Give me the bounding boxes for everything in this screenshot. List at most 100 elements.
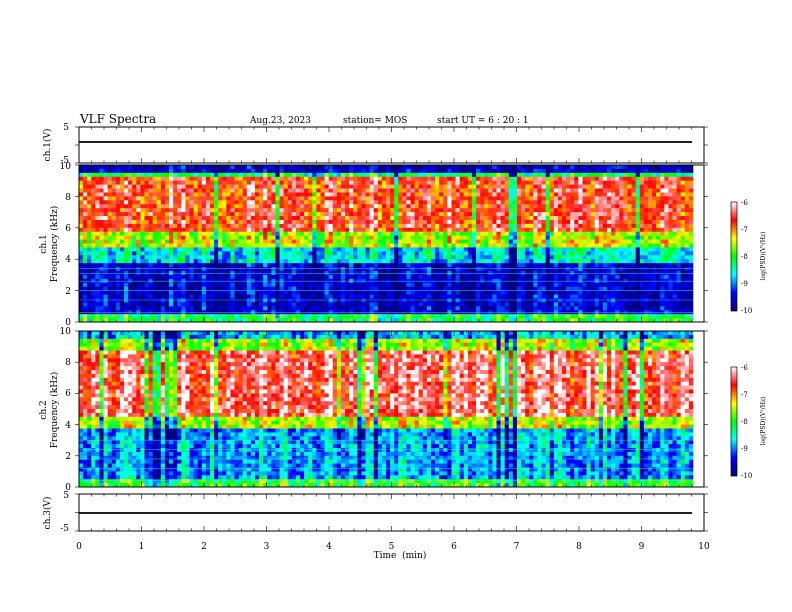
spectrogram-cell xyxy=(189,255,194,260)
spectrogram-cell xyxy=(148,219,153,225)
spectrogram-cell xyxy=(521,192,526,197)
spectrogram-cell xyxy=(414,235,420,240)
spectrogram-cell xyxy=(255,255,260,260)
spectrogram-cell xyxy=(336,168,342,174)
spectrogram-cell xyxy=(439,223,444,229)
spectrogram-cell xyxy=(566,282,571,287)
spectrogram-cell xyxy=(410,180,415,185)
spectrogram-cell xyxy=(152,255,158,260)
spectrogram-cell xyxy=(512,216,518,221)
spectrogram-cell xyxy=(119,298,125,303)
spectrogram-cell xyxy=(136,290,141,295)
spectrogram-cell xyxy=(422,314,428,319)
spectrogram-cell xyxy=(529,259,534,264)
spectrogram-cell xyxy=(304,263,309,268)
spectrogram-cell xyxy=(197,306,203,311)
spectrogram-cell xyxy=(169,267,174,272)
spectrogram-cell xyxy=(287,290,293,295)
spectrogram-cell xyxy=(124,219,129,225)
spectrogram-cell xyxy=(132,168,137,174)
spectrogram-cell xyxy=(185,274,190,280)
spectrogram-cell xyxy=(545,314,551,319)
spectrogram-cell xyxy=(222,196,227,201)
spectrogram-cell xyxy=(521,196,526,201)
spectrogram-cell xyxy=(218,294,223,299)
spectrogram-cell xyxy=(345,243,350,248)
spectrogram-cell xyxy=(390,231,395,236)
spectrogram-cell xyxy=(132,286,137,291)
spectrogram-cell xyxy=(492,306,497,311)
spectrogram-cell xyxy=(300,243,305,248)
spectrogram-cell xyxy=(508,227,514,233)
spectrogram-cell xyxy=(242,290,248,295)
spectrogram-cell xyxy=(103,219,108,225)
spectrogram-cell xyxy=(115,208,121,213)
spectrogram-cell xyxy=(128,172,133,178)
spectrogram-cell xyxy=(349,208,354,213)
spectrogram-cell xyxy=(300,212,305,217)
spectrogram-cell xyxy=(95,298,100,303)
spectrogram-cell xyxy=(570,251,575,256)
spectrogram-cell xyxy=(152,302,158,307)
ch1-spectrogram-panel: 0 2 4 6 8 10 ch.1Frequency (kHz) xyxy=(39,162,708,328)
spectrogram-cell xyxy=(148,196,153,201)
spectrogram-cell xyxy=(238,188,244,193)
spectrogram-cell xyxy=(79,286,84,291)
spectrogram-cell xyxy=(336,302,342,307)
spectrogram-cell xyxy=(557,282,563,287)
spectrogram-cell xyxy=(308,302,313,307)
spectrogram-cell xyxy=(271,259,276,264)
spectrogram-cell xyxy=(431,235,436,240)
spectrogram-cell xyxy=(214,200,219,205)
spectrogram-cell xyxy=(140,290,145,295)
spectrogram-cell xyxy=(443,294,448,299)
spectrogram-cell xyxy=(439,294,444,299)
spectrogram-cell xyxy=(406,212,411,217)
spectrogram-cell xyxy=(459,165,465,170)
spectrogram-cell xyxy=(525,212,530,217)
spectrogram-cell xyxy=(250,251,256,256)
spectrogram-cell xyxy=(140,243,145,248)
spectrogram-cell xyxy=(201,219,207,225)
spectrogram-cell xyxy=(160,231,166,236)
spectrogram-cell xyxy=(545,302,551,307)
spectrogram-cell xyxy=(426,168,432,174)
spectrogram-cell xyxy=(459,255,465,260)
spectrogram-cell xyxy=(209,298,215,303)
spectrogram-cell xyxy=(230,208,235,213)
spectrogram-cell xyxy=(283,318,289,323)
spectrogram-cell xyxy=(144,318,149,323)
spectrogram-cell xyxy=(275,212,280,217)
spectrogram-cell xyxy=(148,255,153,260)
spectrogram-cell xyxy=(320,294,325,299)
spectrogram-cell xyxy=(308,231,313,236)
spectrogram-cell xyxy=(169,318,174,323)
spectrogram-cell xyxy=(549,165,555,170)
spectrogram-cell xyxy=(279,176,284,181)
spectrogram-cell xyxy=(271,243,276,248)
spectrogram-cell xyxy=(103,255,108,260)
spectrogram-cell xyxy=(504,294,510,299)
spectrogram-cell xyxy=(447,208,452,213)
spectrogram-cell xyxy=(455,314,460,319)
spectrogram-cell xyxy=(164,180,170,185)
spectrogram-cell xyxy=(496,227,501,233)
spectrogram-cell xyxy=(426,274,432,280)
spectrogram-cell xyxy=(443,239,448,244)
spectrogram-cell xyxy=(516,243,522,248)
spectrogram-cell xyxy=(83,176,88,181)
spectrogram-cell xyxy=(467,204,473,209)
spectrogram-cell xyxy=(525,274,530,280)
spectrogram-cell xyxy=(369,204,375,209)
spectrogram-cell xyxy=(377,168,383,174)
spectrogram-cell xyxy=(259,274,264,280)
spectrogram-cell xyxy=(508,239,514,244)
spectrogram-cell xyxy=(209,208,215,213)
spectrogram-cell xyxy=(357,235,362,240)
spectrogram-cell xyxy=(553,219,559,225)
spectrogram-cell xyxy=(562,231,567,236)
spectrogram-cell xyxy=(537,200,542,205)
spectrogram-cell xyxy=(156,172,162,178)
spectrogram-cell xyxy=(255,204,260,209)
spectrogram-cell xyxy=(431,200,436,205)
